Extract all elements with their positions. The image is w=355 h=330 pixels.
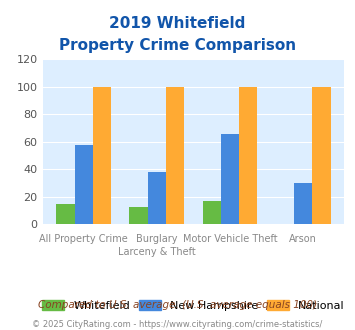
Bar [56,204,75,224]
Bar [166,87,184,224]
Bar [75,145,93,224]
Text: Property Crime Comparison: Property Crime Comparison [59,38,296,53]
Bar [148,172,166,224]
Bar [130,207,148,224]
Bar [221,134,239,224]
Bar [203,201,221,224]
Text: © 2025 CityRating.com - https://www.cityrating.com/crime-statistics/: © 2025 CityRating.com - https://www.city… [32,320,323,329]
Bar [312,87,331,224]
Bar [294,183,312,224]
Bar [93,87,111,224]
Text: 2019 Whitefield: 2019 Whitefield [109,16,246,31]
Bar [239,87,257,224]
Text: Compared to U.S. average. (U.S. average equals 100): Compared to U.S. average. (U.S. average … [38,300,317,310]
Legend: Whitefield, New Hampshire, National: Whitefield, New Hampshire, National [38,296,349,315]
